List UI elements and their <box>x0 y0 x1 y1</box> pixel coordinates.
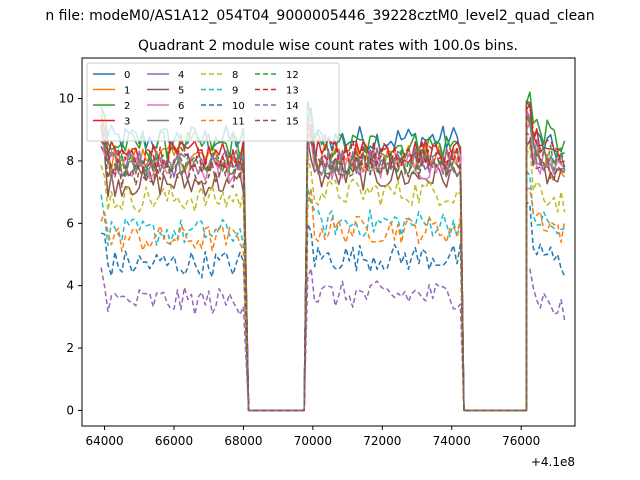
legend-label-13: 13 <box>286 86 299 97</box>
legend-label-12: 12 <box>286 70 299 81</box>
series-line-7 <box>100 114 566 412</box>
series-line-9 <box>100 170 565 412</box>
series-line-12 <box>100 115 566 412</box>
legend-label-11: 11 <box>232 117 245 128</box>
legend-label-0: 0 <box>124 70 130 81</box>
y-tick-label: 10 <box>59 92 74 106</box>
x-tick-label: 64000 <box>85 434 123 448</box>
legend-label-4: 4 <box>178 70 184 81</box>
x-tick-label: 76000 <box>502 434 540 448</box>
x-axis: 64000 66000 68000 70000 72000 74000 76000 <box>85 426 540 448</box>
x-offset-label: +4.1e8 <box>531 455 575 469</box>
y-tick-label: 6 <box>66 216 74 230</box>
legend-label-14: 14 <box>286 101 299 112</box>
legend-label-15: 15 <box>286 117 299 128</box>
series-line-5 <box>100 138 566 412</box>
legend-label-2: 2 <box>124 101 130 112</box>
legend-box <box>86 62 340 142</box>
plot-frame <box>81 57 576 427</box>
legend-label-9: 9 <box>232 86 238 97</box>
legend-label-6: 6 <box>178 101 184 112</box>
y-tick-label: 4 <box>66 279 74 293</box>
series-line-15 <box>100 124 566 412</box>
y-tick-label: 2 <box>66 341 74 355</box>
x-tick-label: 74000 <box>433 434 471 448</box>
legend-label-8: 8 <box>232 70 238 81</box>
y-tick-label: 8 <box>66 154 74 168</box>
legend-label-3: 3 <box>124 117 130 128</box>
legend-label-7: 7 <box>178 117 184 128</box>
series-line-1 <box>100 113 566 412</box>
series-line-11 <box>100 187 566 412</box>
x-tick-label: 70000 <box>294 434 332 448</box>
chart-suptitle: n file: modeM0/AS1A12_054T04_9000005446_… <box>45 8 594 24</box>
series-line-13 <box>100 101 565 412</box>
legend-label-5: 5 <box>178 86 184 97</box>
legend-label-10: 10 <box>232 101 245 112</box>
legend-label-1: 1 <box>124 86 130 97</box>
y-axis: 0 2 4 6 8 10 <box>59 92 82 417</box>
series-line-10 <box>100 200 566 412</box>
y-tick-label: 0 <box>66 403 74 417</box>
x-tick-label: 68000 <box>224 434 262 448</box>
x-tick-label: 66000 <box>155 434 193 448</box>
chart-title: Quadrant 2 module wise count rates with … <box>138 38 518 54</box>
plot-lines <box>100 91 566 412</box>
x-tick-label: 72000 <box>363 434 401 448</box>
series-line-8 <box>100 146 566 412</box>
series-line-14 <box>100 266 566 412</box>
